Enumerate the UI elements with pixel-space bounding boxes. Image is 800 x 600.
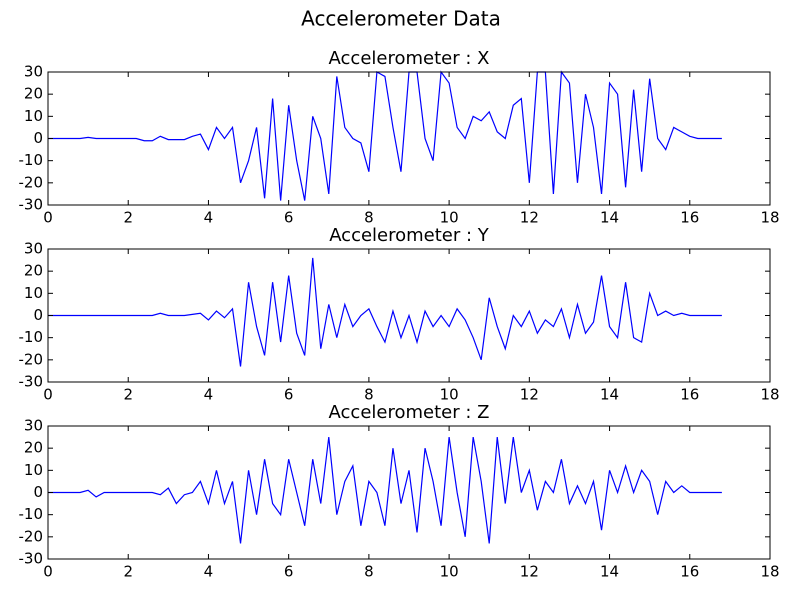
y-tick-label: 0	[33, 306, 43, 324]
x-tick-label: 18	[760, 209, 779, 227]
x-tick-label: 12	[520, 563, 539, 581]
x-tick-label: 14	[600, 386, 619, 404]
x-tick-label: 8	[364, 209, 374, 227]
x-tick-label: 4	[204, 209, 214, 227]
x-tick-label: 12	[520, 386, 539, 404]
x-tick-label: 18	[760, 563, 779, 581]
x-tick-label: 4	[204, 386, 214, 404]
y-tick-label: -10	[19, 328, 44, 346]
y-tick-label: 30	[24, 240, 43, 258]
subplot-title: Accelerometer : Y	[329, 225, 490, 246]
x-tick-label: 18	[760, 386, 779, 404]
y-tick-label: 20	[24, 85, 43, 103]
x-tick-label: 12	[520, 209, 539, 227]
data-line	[48, 436, 722, 544]
data-line	[48, 70, 722, 201]
y-tick-label: -20	[19, 350, 44, 368]
y-tick-label: -30	[19, 373, 44, 391]
y-tick-label: -30	[19, 550, 44, 568]
x-tick-label: 0	[43, 563, 53, 581]
y-tick-label: 10	[24, 461, 43, 479]
y-tick-label: -10	[19, 151, 44, 169]
x-tick-label: 4	[204, 563, 214, 581]
y-tick-label: 30	[24, 63, 43, 81]
figure-title: Accelerometer Data	[301, 7, 501, 31]
x-tick-label: 10	[440, 386, 459, 404]
x-tick-label: 2	[123, 563, 133, 581]
x-tick-label: 2	[123, 209, 133, 227]
data-line	[48, 257, 722, 367]
y-tick-label: -20	[19, 527, 44, 545]
y-tick-label: 0	[33, 483, 43, 501]
x-tick-label: 0	[43, 386, 53, 404]
y-tick-label: 20	[24, 262, 43, 280]
x-tick-label: 16	[680, 386, 699, 404]
x-tick-label: 14	[600, 209, 619, 227]
y-tick-label: 0	[33, 129, 43, 147]
subplot-title: Accelerometer : X	[329, 48, 490, 69]
x-tick-label: 6	[284, 563, 294, 581]
x-tick-label: 8	[364, 386, 374, 404]
x-tick-label: 16	[680, 563, 699, 581]
x-tick-label: 10	[440, 209, 459, 227]
x-tick-label: 0	[43, 209, 53, 227]
x-tick-label: 6	[284, 209, 294, 227]
x-tick-label: 6	[284, 386, 294, 404]
y-tick-label: -10	[19, 505, 44, 523]
y-tick-label: 10	[24, 284, 43, 302]
y-tick-label: 30	[24, 417, 43, 435]
x-tick-label: 10	[440, 563, 459, 581]
x-tick-label: 2	[123, 386, 133, 404]
y-tick-label: 10	[24, 107, 43, 125]
x-tick-label: 16	[680, 209, 699, 227]
y-tick-label: -30	[19, 196, 44, 214]
y-tick-label: 20	[24, 439, 43, 457]
subplot-title: Accelerometer : Z	[329, 402, 490, 423]
y-tick-label: -20	[19, 173, 44, 191]
x-tick-label: 14	[600, 563, 619, 581]
x-tick-label: 8	[364, 563, 374, 581]
